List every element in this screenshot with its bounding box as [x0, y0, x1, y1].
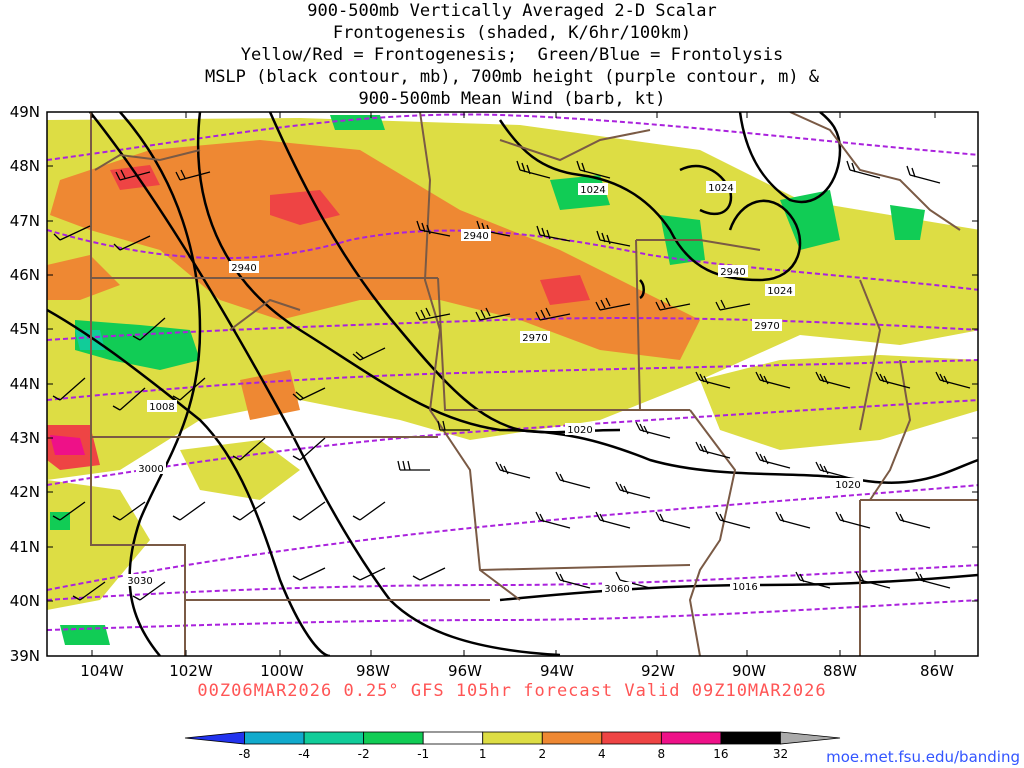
height-label: 2940	[720, 267, 745, 278]
lon-label: 88W	[823, 662, 857, 680]
colorbar-swatch	[244, 731, 305, 745]
colorbar-swatch	[422, 731, 484, 745]
lat-label: 42N	[10, 483, 40, 501]
lon-label: 98W	[356, 662, 390, 680]
title-line-4: MSLP (black contour, mb), 700mb height (…	[204, 67, 820, 87]
colorbar-label: 16	[713, 747, 728, 761]
title-line-1: 900-500mb Vertically Averaged 2-D Scalar	[307, 1, 717, 21]
lat-label: 44N	[10, 375, 40, 393]
lat-label: 43N	[10, 429, 40, 447]
mslp-label: 1008	[149, 402, 174, 413]
height-label: 3000	[138, 464, 163, 475]
colorbar-label: 4	[598, 747, 606, 761]
colorbar-label: 2	[538, 747, 546, 761]
lon-label: 90W	[732, 662, 766, 680]
colorbar-label: -1	[417, 747, 429, 761]
mslp-label: 1024	[708, 183, 733, 194]
colorbar-label: -8	[239, 747, 251, 761]
colorbar-swatch	[780, 731, 841, 745]
colorbar-swatch	[184, 731, 245, 745]
latitude-labels: 49N 48N 47N 46N 45N 44N 43N 42N 41N 40N …	[10, 103, 40, 665]
lon-label: 92W	[641, 662, 675, 680]
colorbar-swatch	[303, 731, 365, 745]
lon-label: 86W	[920, 662, 954, 680]
mslp-label: 1024	[580, 185, 605, 196]
height-label: 2940	[463, 231, 488, 242]
lon-label: 104W	[80, 662, 124, 680]
height-label: 3060	[604, 584, 629, 595]
political-borders	[90, 112, 978, 656]
colorbar-label: 32	[773, 747, 788, 761]
colorbar: -8 -4 -2 -1 1 2 4 8 16 32	[184, 731, 841, 761]
lon-label: 102W	[169, 662, 213, 680]
lat-label: 45N	[10, 320, 40, 338]
longitude-labels: 104W 102W 100W 98W 96W 94W 92W 90W 88W 8…	[80, 662, 954, 680]
longitude-axis	[91, 112, 936, 656]
height-label: 3030	[127, 576, 152, 587]
height-label: 2970	[522, 333, 547, 344]
lat-label: 49N	[10, 103, 40, 121]
colorbar-swatch	[541, 731, 603, 745]
height-label: 2970	[754, 321, 779, 332]
latitude-axis	[47, 111, 978, 657]
lon-label: 96W	[448, 662, 482, 680]
mslp-contour-labels: 1024 1024 1024 1020 1020 1008 1016	[147, 181, 863, 593]
lat-label: 46N	[10, 266, 40, 284]
colorbar-label: 8	[658, 747, 666, 761]
colorbar-label: 1	[479, 747, 487, 761]
lon-label: 94W	[540, 662, 574, 680]
colorbar-swatch	[363, 731, 424, 745]
lat-label: 41N	[10, 538, 40, 556]
colorbar-label: -2	[358, 747, 370, 761]
lon-label: 100W	[260, 662, 304, 680]
colorbar-swatch	[660, 731, 722, 745]
mslp-label: 1016	[732, 582, 757, 593]
title-line-5: 900-500mb Mean Wind (barb, kt)	[358, 89, 666, 109]
mslp-label: 1020	[567, 425, 592, 436]
wind-barbs	[52, 160, 971, 601]
colorbar-swatch	[482, 731, 543, 745]
lat-label: 40N	[10, 592, 40, 610]
title-line-3: Yellow/Red = Frontogenesis; Green/Blue =…	[240, 45, 784, 65]
colorbar-label: -4	[298, 747, 310, 761]
lat-label: 39N	[10, 647, 40, 665]
height-contours	[47, 113, 978, 631]
colorbar-swatch	[601, 731, 662, 745]
title-line-2: Frontogenesis (shaded, K/6hr/100km)	[332, 23, 692, 43]
frontogenesis-shading	[47, 115, 978, 645]
lat-label: 48N	[10, 157, 40, 175]
mslp-label: 1020	[835, 480, 860, 491]
valid-time-text: 00Z06MAR2026 0.25° GFS 105hr forecast Va…	[197, 681, 827, 701]
lat-label: 47N	[10, 212, 40, 230]
credit-text: moe.met.fsu.edu/banding	[826, 748, 1020, 766]
height-contour-labels: 2940 2940 2940 2970 2970 3000 3030 3060	[125, 229, 782, 595]
colorbar-swatch	[720, 731, 781, 745]
height-label: 2940	[231, 263, 256, 274]
mslp-label: 1024	[767, 286, 792, 297]
